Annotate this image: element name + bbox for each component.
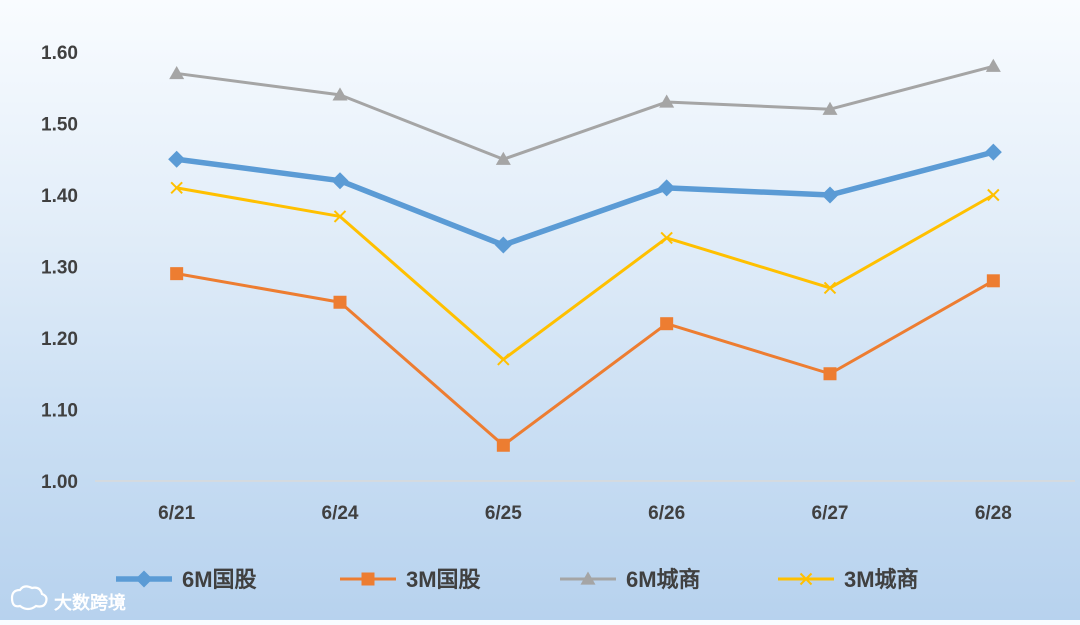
axis-layer: 1.00 1.10 1.20 1.30 1.40 1.50 1.60 6/21 6/24 6/25…: [41, 43, 1075, 524]
data-point-diamond: [168, 150, 186, 168]
legend-label: 6M国股: [182, 567, 257, 592]
data-point-square: [170, 267, 184, 281]
data-point-diamond: [821, 186, 839, 204]
y-tick-label: 1.20: [41, 329, 78, 350]
data-point-x: [497, 353, 510, 366]
legend-item: 3M国股: [340, 567, 481, 592]
series-1: [168, 143, 1002, 254]
data-point-x: [333, 210, 347, 223]
data-point-square: [823, 367, 837, 381]
legend-item: 3M城商: [778, 567, 919, 592]
series-line: [175, 186, 995, 361]
x-tick-label: 6/24: [322, 503, 359, 524]
legend: 6M国股 3M国股 6M城商 3M城商: [116, 567, 919, 592]
data-point-x: [170, 181, 183, 195]
series-3: [169, 58, 1001, 165]
y-tick-label: 1.50: [41, 115, 78, 136]
data-point-square: [986, 274, 1000, 288]
legend-label: 6M城商: [626, 567, 701, 592]
data-point-square: [660, 317, 674, 331]
data-point-square: [333, 295, 347, 309]
cloud-logo-icon: [10, 585, 48, 611]
watermark: 大数跨境: [10, 585, 126, 613]
data-point-x: [987, 188, 1000, 202]
legend-item: 6M国股: [116, 567, 257, 592]
legend-marker-square: [361, 572, 375, 586]
y-tick-label: 1.30: [41, 258, 78, 279]
series-4: [170, 181, 1000, 366]
y-tick-label: 1.40: [41, 186, 78, 207]
series-2: [170, 267, 1000, 452]
legend-item: 6M城商: [560, 567, 701, 592]
data-point-diamond: [658, 179, 676, 197]
y-tick-label: 1.10: [41, 401, 78, 422]
x-tick-label: 6/21: [158, 503, 195, 524]
data-point-triangle: [495, 151, 511, 165]
data-point-triangle: [169, 65, 185, 80]
x-tick-label: 6/26: [648, 503, 685, 524]
legend-label: 3M城商: [844, 567, 919, 592]
x-tick-label: 6/28: [975, 503, 1012, 524]
y-tick-label: 1.60: [41, 43, 78, 64]
series-line: [173, 149, 997, 248]
data-point-triangle: [332, 87, 348, 101]
legend-marker-diamond: [135, 570, 153, 588]
x-tick-label: 6/25: [485, 503, 522, 524]
data-point-x: [660, 231, 673, 245]
data-point-triangle: [985, 58, 1001, 72]
series-line: [175, 272, 995, 447]
legend-label: 3M国股: [406, 567, 481, 592]
data-point-diamond: [331, 172, 349, 190]
data-point-x: [823, 281, 837, 295]
series-line: [175, 64, 995, 161]
data-point-triangle: [659, 94, 675, 108]
data-point-diamond: [984, 143, 1002, 161]
watermark-text: 大数跨境: [54, 592, 126, 613]
x-tick-label: 6/27: [812, 503, 849, 524]
legend-marker-triangle: [580, 571, 596, 585]
y-tick-label: 1.00: [41, 472, 78, 493]
data-point-square: [496, 438, 510, 452]
data-point-triangle: [822, 101, 838, 115]
legend-marker-x: [799, 572, 813, 586]
series-layer: [168, 58, 1002, 452]
data-point-diamond: [494, 236, 512, 254]
